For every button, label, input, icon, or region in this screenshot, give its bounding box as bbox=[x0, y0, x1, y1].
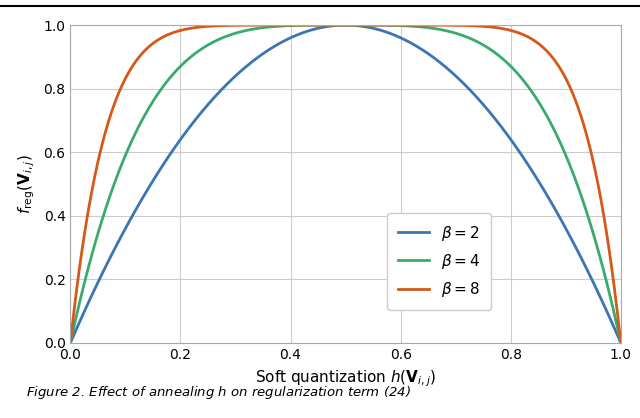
$\beta = 8$ bbox=[334, 23, 342, 28]
$\beta = 4$ bbox=[601, 273, 609, 278]
$\beta = 4$ bbox=[500, 58, 508, 63]
$\beta = 4$ bbox=[95, 229, 102, 234]
Y-axis label: $f_{\mathrm{reg}}(\mathbf{V}_{i,j})$: $f_{\mathrm{reg}}(\mathbf{V}_{i,j})$ bbox=[16, 154, 36, 214]
$\beta = 4$ bbox=[319, 23, 327, 28]
$\beta = 8$ bbox=[319, 23, 327, 28]
$\beta = 2$ bbox=[334, 23, 342, 28]
$\beta = 8$ bbox=[67, 340, 74, 345]
$\beta = 2$ bbox=[319, 25, 327, 30]
$\beta = 4$ bbox=[67, 340, 74, 345]
$\beta = 8$ bbox=[617, 340, 625, 345]
$\beta = 8$ bbox=[601, 221, 609, 226]
$\beta = 8$ bbox=[500, 26, 508, 31]
Text: Figure 2. Effect of annealing $h$ on regularization term (24): Figure 2. Effect of annealing $h$ on reg… bbox=[26, 384, 410, 401]
Line: $\beta = 8$: $\beta = 8$ bbox=[70, 25, 621, 343]
$\beta = 2$ bbox=[342, 23, 349, 28]
$\beta = 4$ bbox=[334, 23, 342, 28]
$\beta = 2$ bbox=[500, 128, 508, 133]
$\beta = 2$ bbox=[95, 279, 102, 284]
Line: $\beta = 4$: $\beta = 4$ bbox=[70, 25, 621, 343]
$\beta = 8$ bbox=[339, 23, 347, 28]
Line: $\beta = 2$: $\beta = 2$ bbox=[70, 25, 621, 343]
$\beta = 2$ bbox=[67, 340, 74, 345]
X-axis label: Soft quantization $h(\mathbf{V}_{i,j})$: Soft quantization $h(\mathbf{V}_{i,j})$ bbox=[255, 369, 436, 389]
$\beta = 2$ bbox=[617, 340, 625, 345]
$\beta = 2$ bbox=[601, 304, 609, 309]
$\beta = 2$ bbox=[601, 305, 609, 310]
$\beta = 8$ bbox=[601, 219, 609, 224]
$\beta = 4$ bbox=[617, 340, 625, 345]
$\beta = 4$ bbox=[601, 274, 609, 279]
$\beta = 8$ bbox=[95, 157, 102, 162]
Legend: $\beta = 2$, $\beta = 4$, $\beta = 8$: $\beta = 2$, $\beta = 4$, $\beta = 8$ bbox=[387, 213, 491, 310]
$\beta = 4$ bbox=[342, 23, 349, 28]
